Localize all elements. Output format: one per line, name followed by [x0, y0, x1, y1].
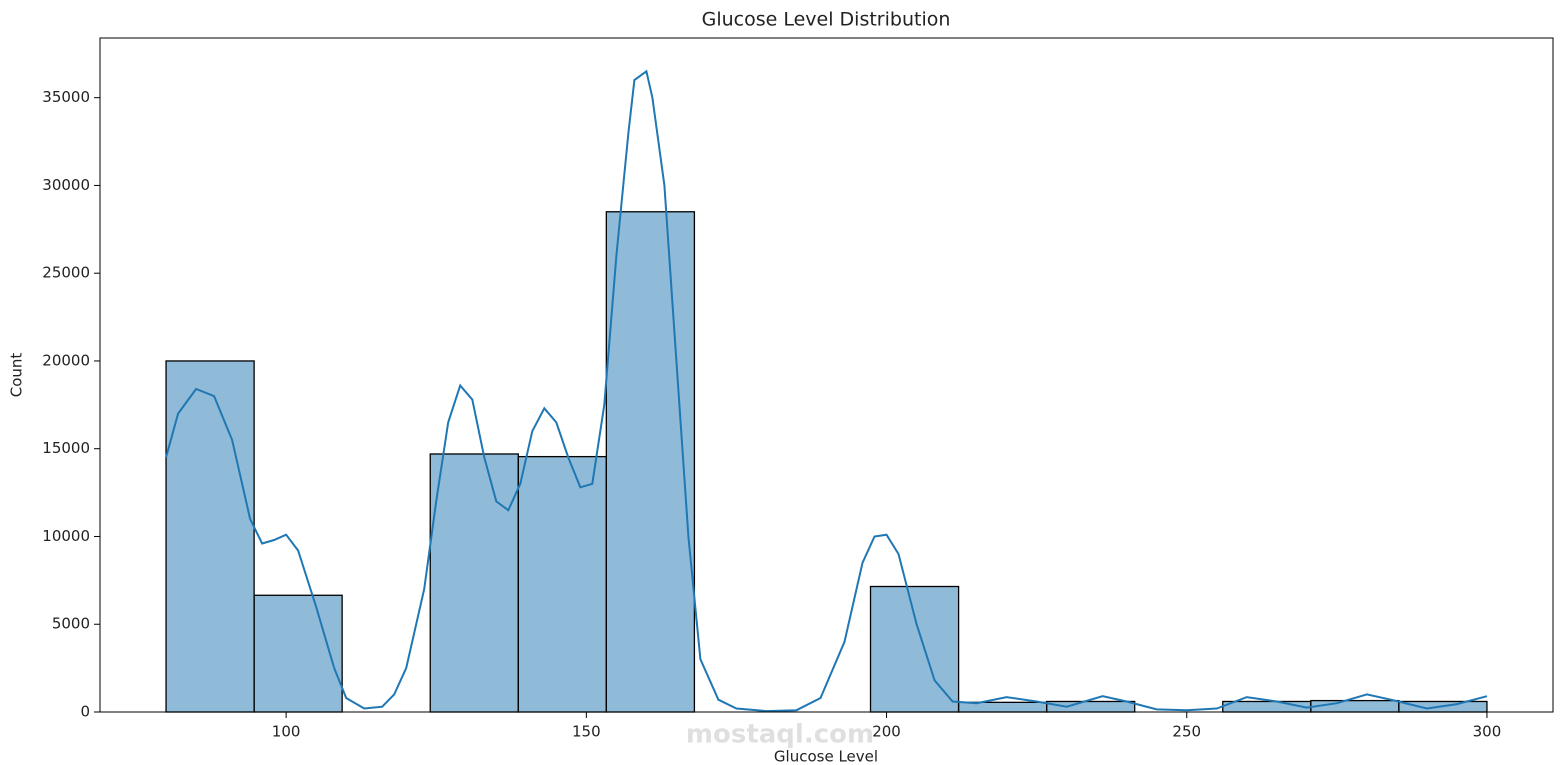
chart-title: Glucose Level Distribution — [702, 9, 951, 31]
y-axis-label: Count — [8, 353, 26, 398]
y-tick-label: 25000 — [42, 264, 90, 282]
bar — [165, 360, 255, 713]
y-tick-label: 10000 — [42, 527, 90, 545]
x-tick-label: 250 — [1172, 723, 1201, 741]
bar — [1310, 699, 1400, 713]
x-tick-label: 200 — [872, 723, 901, 741]
bar — [605, 211, 696, 713]
watermark: mostaql.com — [686, 720, 874, 750]
x-axis-label: Glucose Level — [774, 748, 878, 765]
y-tick-label: 35000 — [42, 88, 90, 106]
bar — [517, 455, 607, 713]
x-tick-label: 150 — [572, 723, 601, 741]
y-tick-label: 5000 — [52, 615, 90, 633]
bar — [253, 594, 343, 713]
y-tick-label: 30000 — [42, 176, 90, 194]
bar — [1046, 700, 1136, 713]
x-tick-label: 100 — [272, 723, 301, 741]
kde-line — [165, 69, 1488, 713]
y-tick-label: 0 — [80, 703, 90, 721]
plot-frame — [99, 37, 1554, 713]
x-tick-label: 300 — [1473, 723, 1502, 741]
y-tick-label: 20000 — [42, 351, 90, 369]
y-tick-label: 15000 — [42, 439, 90, 457]
bar — [429, 453, 519, 713]
